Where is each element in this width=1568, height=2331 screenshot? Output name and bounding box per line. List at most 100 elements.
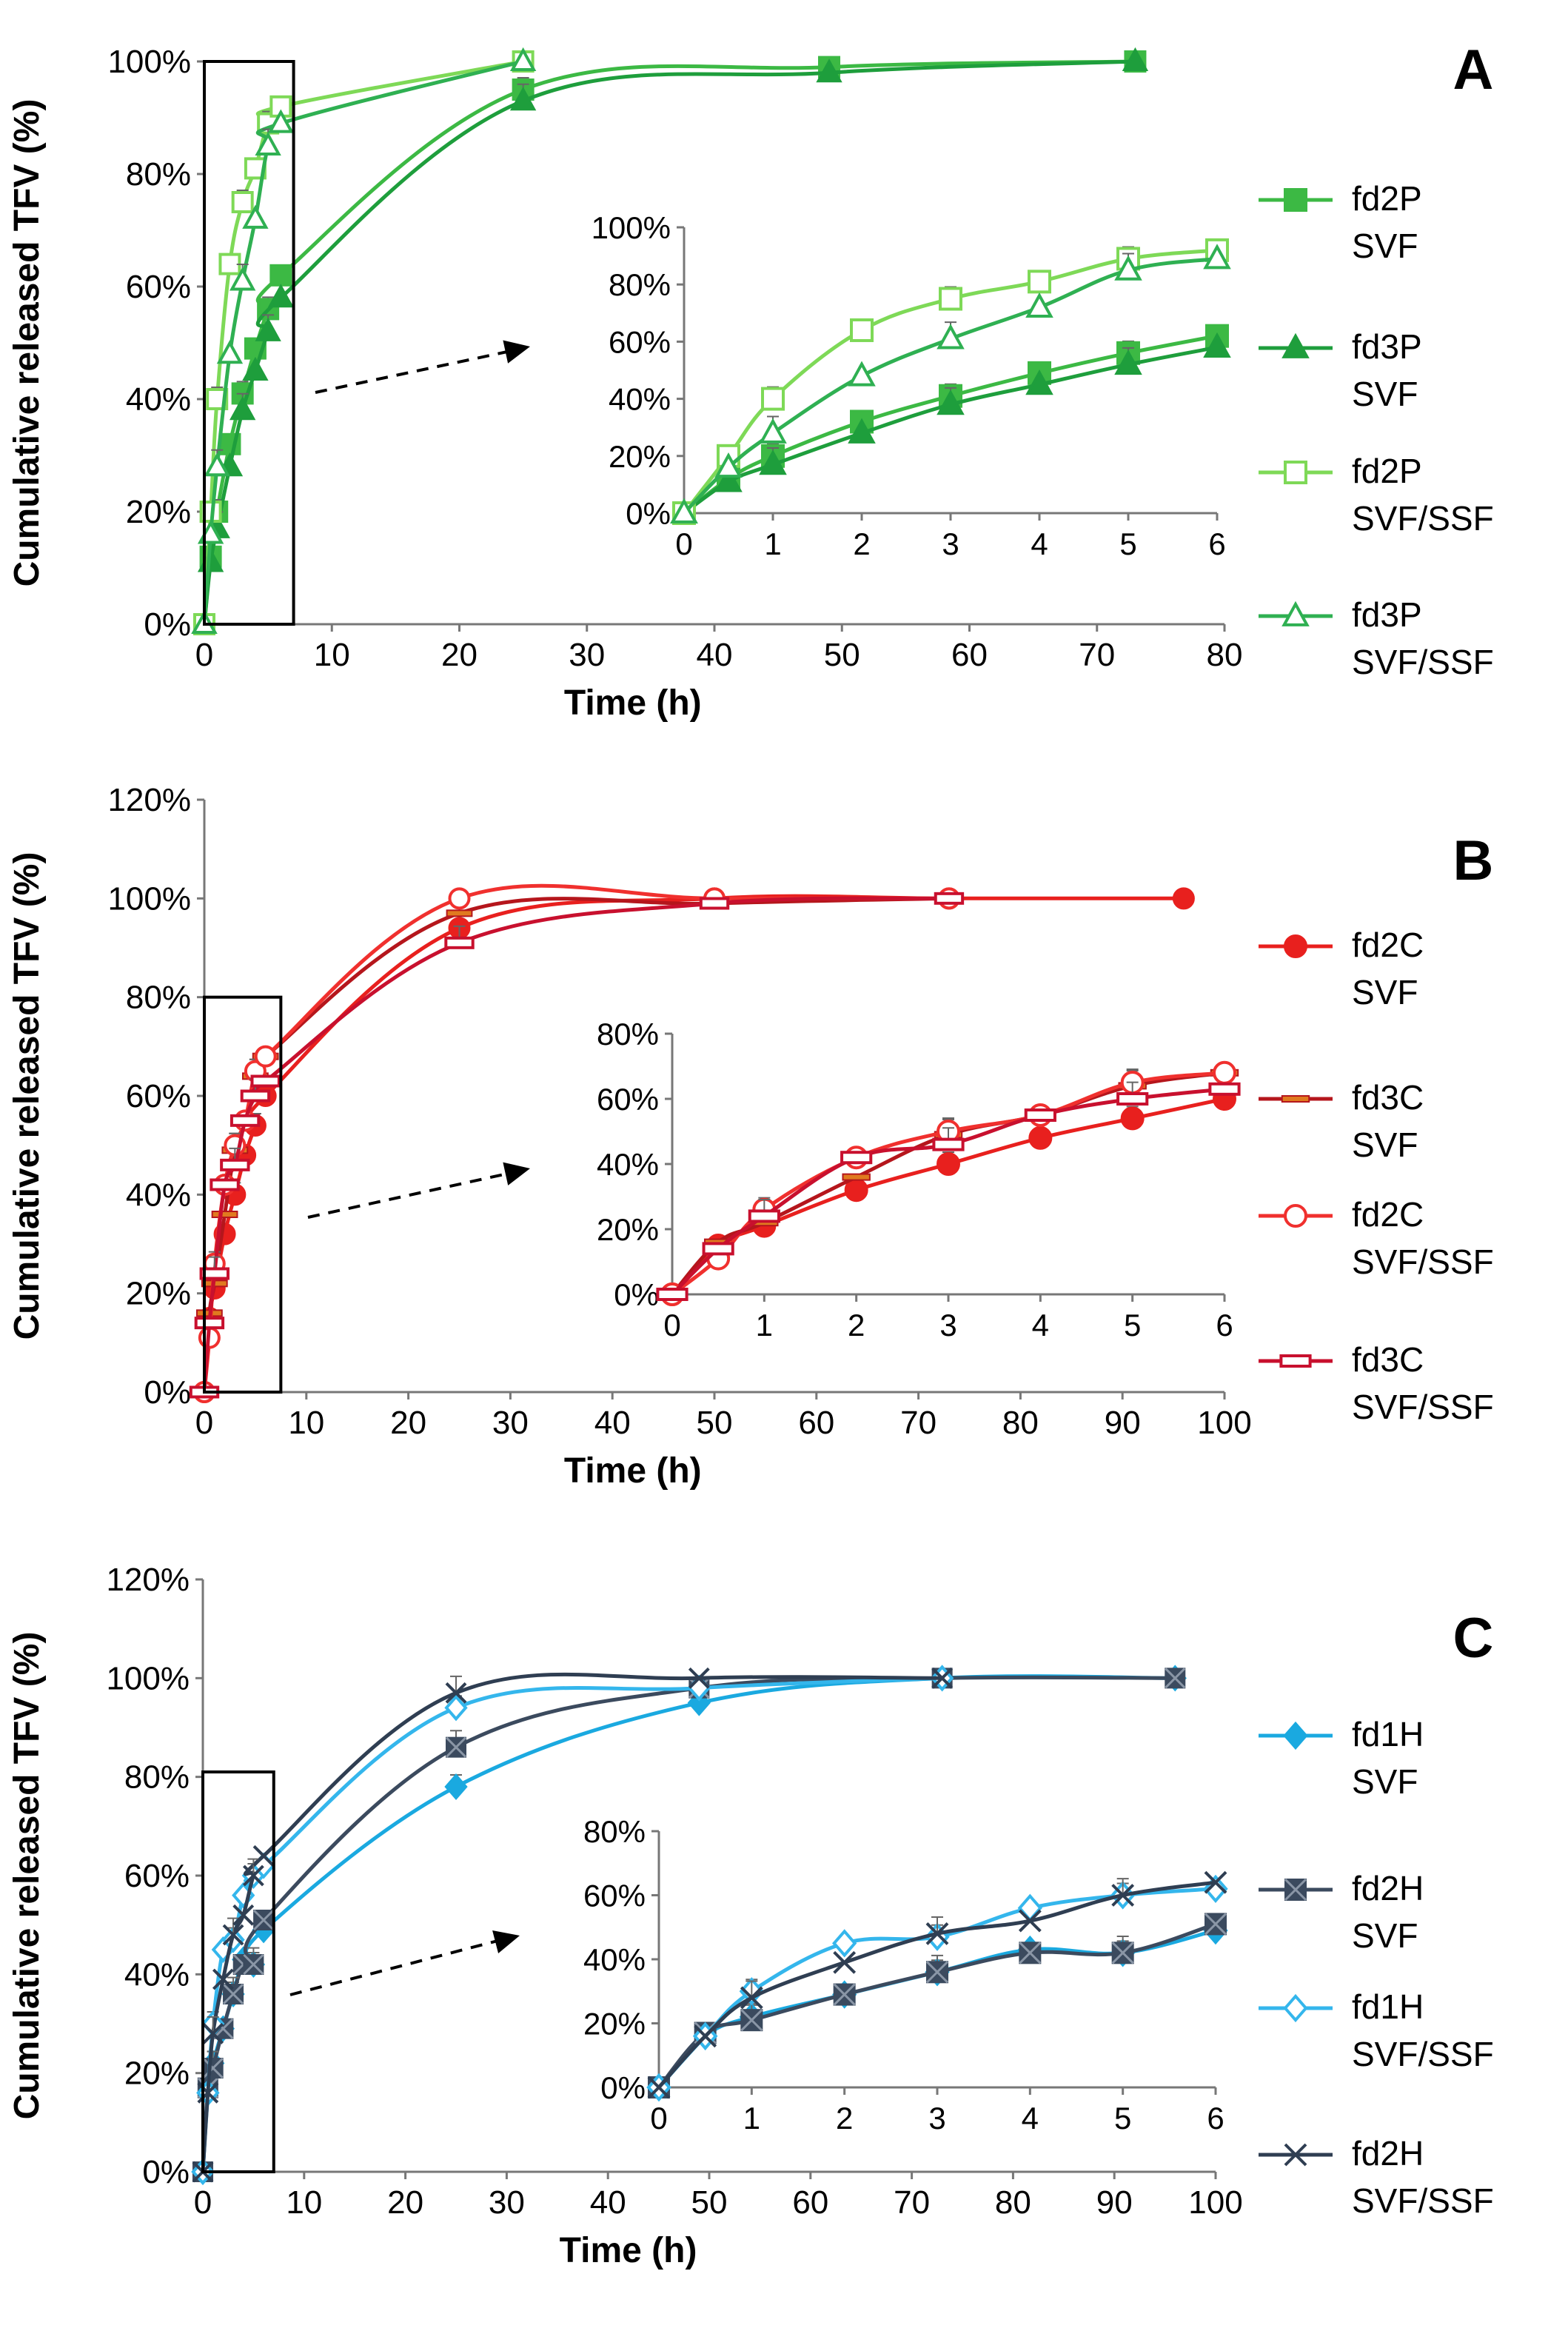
main-error-bar: [450, 1675, 462, 1693]
inset-line-1: [671, 1071, 1225, 1296]
inset-x-tick: 3: [942, 526, 959, 561]
legend-entry: fd1H SVF/SSF: [1259, 1987, 1494, 2073]
main-y-tick: 80%: [126, 980, 191, 1016]
main-marker-3: [444, 936, 475, 949]
main-marker-1: [267, 284, 295, 308]
inset-marker-3: [1111, 1884, 1135, 1907]
main-marker-1: [1122, 47, 1149, 72]
legend-label: fd3P: [1352, 595, 1422, 634]
main-line-3: [202, 59, 524, 625]
legend-entry: fd2C SVF: [1259, 926, 1424, 1011]
zoom-box: [203, 995, 283, 1394]
legend-marker: [1284, 1204, 1307, 1228]
main-marker-3: [212, 1968, 234, 1990]
inset-chart: 0 1 2 3 4 5 60%20%40%60%80%: [583, 1814, 1228, 2136]
inset-y-tick: 0%: [626, 496, 671, 531]
legend: fd1H SVF fd2H SVF fd1H SVF/SSF fd2H SVF/SSF: [1259, 1715, 1494, 2220]
inset-marker-3: [759, 418, 787, 444]
inset-marker-3: [670, 498, 698, 524]
legend-label: fd1H: [1352, 1987, 1424, 2026]
main-x-tick: 30: [489, 2184, 525, 2221]
inset-y-tick: 20%: [583, 2007, 646, 2041]
main-marker-3: [255, 131, 281, 156]
legend-entry: fd2H SVF/SSF: [1259, 2134, 1494, 2220]
inset-marker-3: [714, 452, 743, 478]
inset-error-bar: [746, 1980, 758, 1998]
main-x-tick: 0: [195, 1405, 213, 1441]
legend-label: fd2C: [1352, 1195, 1424, 1234]
zoom-box: [203, 60, 295, 626]
inset-marker-3: [1025, 292, 1053, 318]
main-marker-1: [242, 356, 269, 381]
inset-y-tick: 60%: [609, 324, 671, 359]
main-x-tick: 100: [1188, 2184, 1242, 2221]
main-y-tick: 60%: [126, 269, 191, 305]
main-x-tick: 40: [594, 1405, 631, 1441]
legend-marker: [1284, 461, 1307, 484]
main-error-bar: [227, 1917, 240, 1935]
main-x-tick: 50: [691, 2184, 728, 2221]
main-y-tick: 80%: [124, 1759, 190, 1796]
inset-y-tick: 20%: [609, 439, 671, 474]
inset-marker-3: [748, 1209, 780, 1223]
main-marker-3: [229, 1114, 261, 1127]
main-marker-3: [242, 204, 269, 229]
inset-marker-3: [1203, 244, 1231, 270]
main-x-tick: 80: [995, 2184, 1031, 2221]
legend-label: SVF/SSF: [1352, 1243, 1494, 1281]
main-y-tick: 0%: [144, 606, 191, 643]
inset-marker-3: [740, 1986, 763, 2010]
inset-marker-0: [1028, 1126, 1053, 1150]
inset-chart: 0 1 2 3 4 5 60%20%40%60%80%100%: [592, 210, 1231, 561]
inset-x-tick: 5: [1124, 1308, 1141, 1342]
main-x-tick: 10: [288, 1405, 324, 1441]
main-marker-1: [446, 909, 473, 917]
main-y-tick: 20%: [126, 1276, 191, 1312]
main-marker-3: [267, 109, 295, 133]
main-y-tick: 100%: [106, 1660, 190, 1696]
main-x-tick: 80: [1207, 637, 1243, 673]
inset-marker-0: [937, 1152, 960, 1176]
main-x-tick: 20: [441, 637, 478, 673]
main-x-tick: 10: [314, 637, 350, 673]
panel-A: 0 10 20 30 40 50 60 70 800%20%40%60%80%100%Cumul…: [7, 39, 1494, 723]
inset-x-tick: 0: [650, 2101, 667, 2136]
legend-entry: fd2H SVF: [1259, 1869, 1424, 1955]
main-y-tick: 100%: [107, 880, 191, 917]
inset-marker-1: [937, 389, 965, 415]
inset-x-tick: 3: [939, 1308, 956, 1342]
main-marker-3: [194, 1317, 225, 1330]
legend-label: SVF: [1352, 1762, 1418, 1801]
main-marker-2: [448, 887, 471, 910]
panel-label: A: [1453, 39, 1494, 101]
main-line-2: [201, 1676, 942, 2173]
inset-x-tick: 1: [743, 2101, 760, 2136]
inset-marker-1: [740, 2009, 763, 2032]
inset-y-tick: 0%: [600, 2070, 646, 2105]
inset-y-tick: 100%: [592, 210, 671, 245]
inset-marker-3: [702, 1242, 734, 1256]
legend-entry: fd3P SVF: [1259, 327, 1422, 413]
legend-label: fd2H: [1352, 2134, 1424, 2173]
inset-marker-3: [1114, 255, 1142, 281]
inset-marker-1: [1204, 1913, 1227, 1936]
inset-line-3: [657, 1880, 1216, 2089]
main-marker-3: [509, 47, 537, 72]
main-x-tick: 70: [900, 1405, 937, 1441]
inset-marker-1: [759, 449, 787, 475]
main-marker-3: [216, 340, 244, 364]
main-line-1: [202, 896, 949, 1393]
inset-y-tick: 80%: [597, 1017, 659, 1051]
main-error-bar: [247, 1858, 260, 1876]
y-axis-label: Cumulative released TFV (%): [7, 1632, 47, 2120]
inset-x-tick: 4: [1032, 1308, 1049, 1342]
inset-x-tick: 0: [675, 526, 692, 561]
inset-y-tick: 40%: [609, 382, 671, 417]
inset-marker-0: [844, 1178, 868, 1203]
inset-x-tick: 4: [1031, 526, 1048, 561]
legend-label: fd3P: [1352, 327, 1422, 366]
main-marker-1: [202, 2057, 224, 2079]
main-y-tick: 0%: [144, 1374, 191, 1411]
inset-line-2: [671, 1071, 1225, 1296]
main-x-tick: 50: [697, 1405, 733, 1441]
